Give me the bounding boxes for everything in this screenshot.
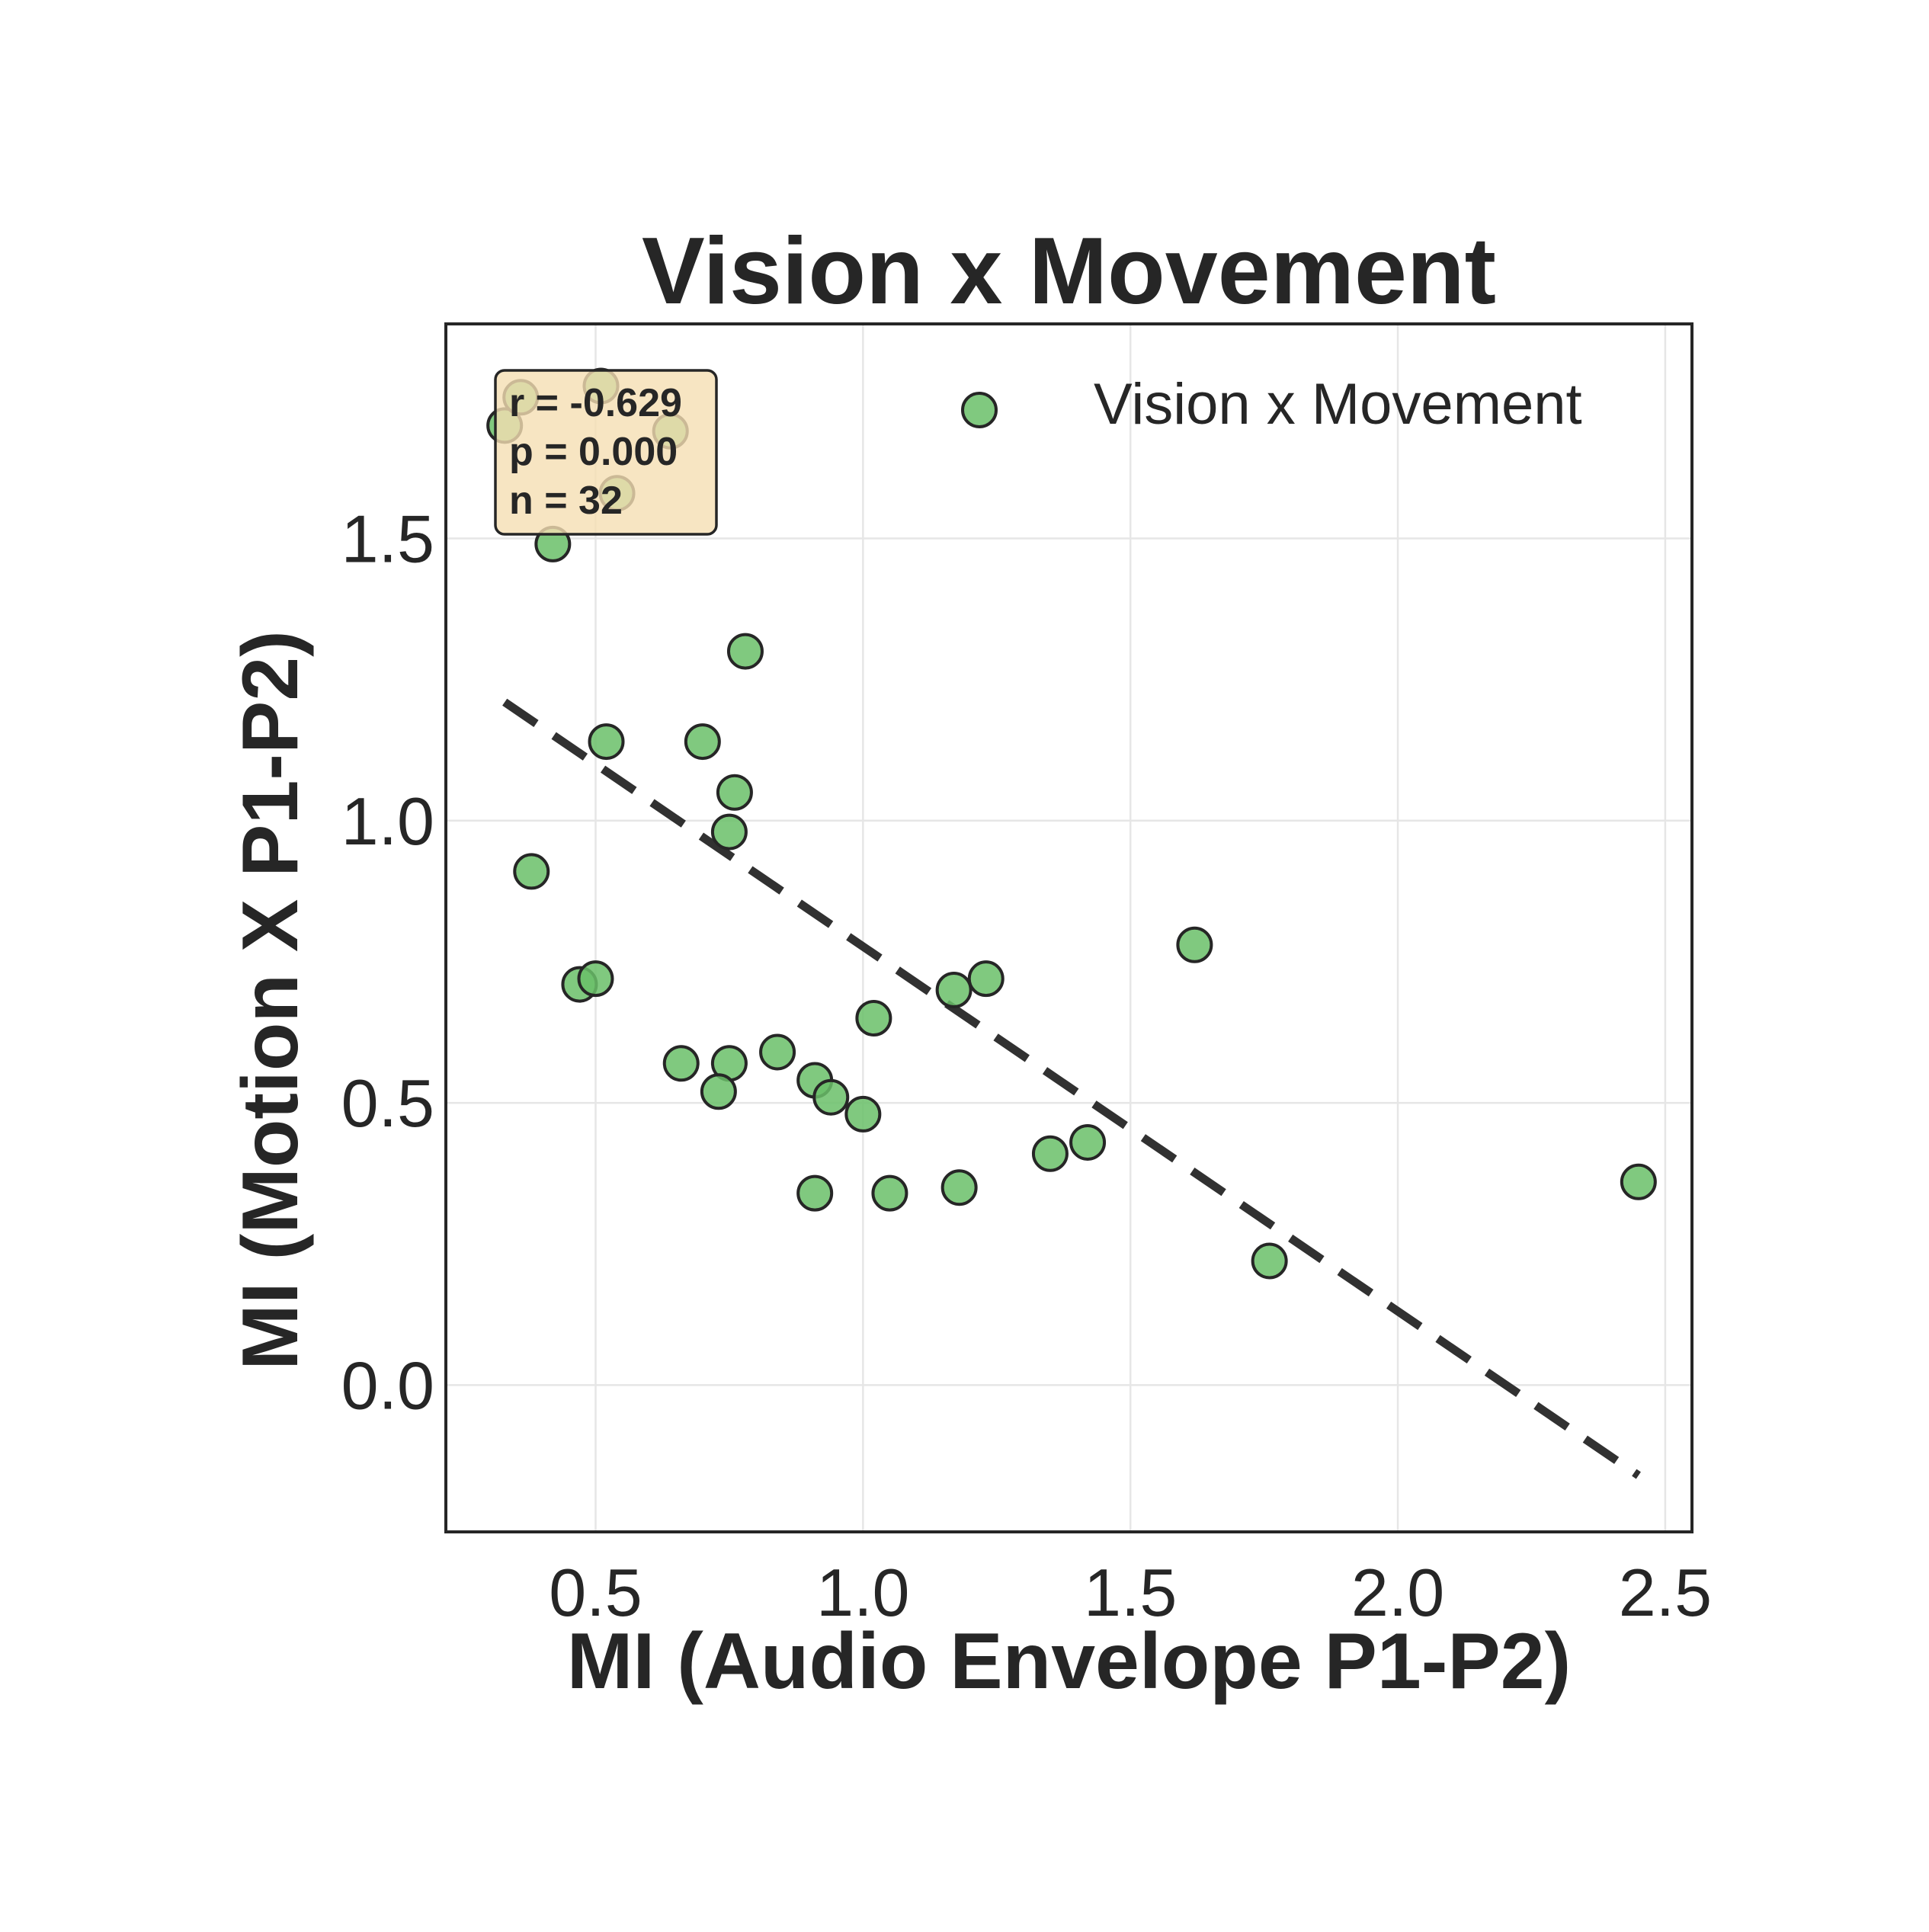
data-point xyxy=(577,960,614,998)
data-point xyxy=(935,971,973,1008)
data-point xyxy=(759,1033,796,1071)
y-tick-label: 1.5 xyxy=(341,501,434,576)
stats-p-value: p = 0.000 xyxy=(509,430,678,474)
chart-title: Vision x Movement xyxy=(642,219,1496,324)
y-tick-label: 0.5 xyxy=(341,1065,434,1141)
data-point xyxy=(1176,926,1213,963)
x-tick-label: 2.5 xyxy=(1619,1555,1712,1630)
legend-label: Vision x Movement xyxy=(1094,372,1582,437)
stats-box xyxy=(494,369,718,536)
data-point xyxy=(1251,1242,1288,1280)
grid xyxy=(446,324,1692,1532)
x-tick-label: 1.5 xyxy=(1084,1555,1177,1630)
data-point xyxy=(716,774,753,811)
x-axis-label: MI (Audio Envelope P1-P2) xyxy=(567,1617,1571,1706)
y-tick-label: 1.0 xyxy=(341,783,434,859)
data-point xyxy=(1069,1123,1107,1161)
y-axis-label: MI (Motion X P1-P2) xyxy=(226,630,315,1370)
data-point xyxy=(684,723,721,761)
stats-n-value: n = 32 xyxy=(509,479,623,523)
data-point xyxy=(588,723,625,761)
data-point xyxy=(844,1095,882,1133)
data-point xyxy=(710,813,748,851)
fit-line-layer xyxy=(502,698,1641,1479)
data-point xyxy=(1620,1163,1657,1200)
legend-marker xyxy=(961,392,998,428)
stats-annotation: r = -0.629 p = 0.000 n = 32 xyxy=(494,369,718,536)
data-point xyxy=(855,1000,892,1037)
data-point xyxy=(700,1073,737,1110)
data-point xyxy=(812,1078,850,1116)
data-point xyxy=(967,960,1005,998)
data-point xyxy=(871,1174,908,1212)
legend: Vision x Movement xyxy=(961,372,1582,437)
x-tick-label: 2.0 xyxy=(1351,1555,1444,1630)
y-tick-labels: 0.0 0.5 1.0 1.5 xyxy=(341,501,434,1423)
plot-frame xyxy=(444,322,1693,1533)
data-point xyxy=(513,853,550,890)
x-tick-labels: 0.5 1.0 1.5 2.0 2.5 xyxy=(549,1555,1712,1630)
x-tick-label: 0.5 xyxy=(549,1555,642,1630)
data-point xyxy=(726,633,764,670)
data-point xyxy=(940,1169,978,1206)
data-point xyxy=(662,1045,700,1082)
y-tick-label: 0.0 xyxy=(341,1347,434,1423)
data-point xyxy=(796,1174,834,1212)
x-tick-label: 1.0 xyxy=(816,1555,909,1630)
data-point xyxy=(1031,1135,1069,1172)
stats-r-value: r = -0.629 xyxy=(509,381,682,425)
regression-line xyxy=(502,698,1641,1479)
